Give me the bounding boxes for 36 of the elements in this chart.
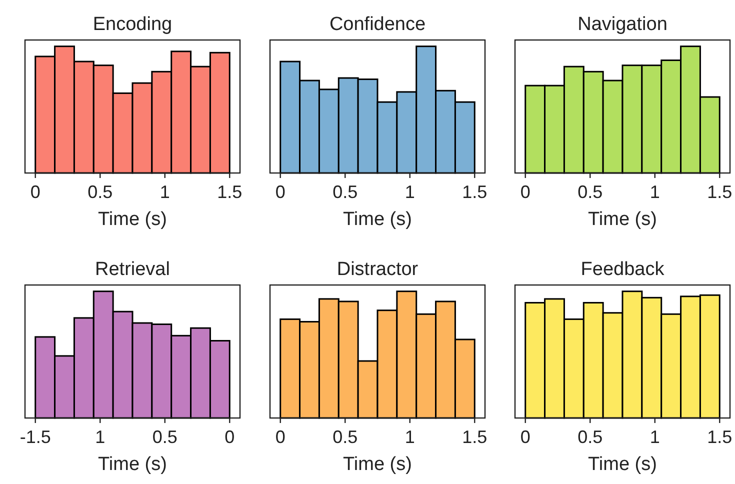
x-tick-label: 0	[30, 182, 40, 202]
x-tick-label: 1	[650, 182, 660, 202]
x-tick-label: 1	[95, 427, 106, 447]
x-tick-label: 1	[404, 427, 415, 447]
chart-title: Encoding	[92, 14, 172, 35]
x-tick-label: -1.5	[20, 427, 51, 447]
x-axis-title: Time (s)	[343, 454, 412, 475]
x-axis-title: Time (s)	[98, 209, 167, 230]
x-tick-label: 1	[650, 427, 660, 447]
x-tick-label: 1.5	[707, 182, 732, 202]
x-tick-label: 0.5	[578, 182, 603, 202]
x-tick-label: 1.5	[217, 182, 242, 202]
chart-title: Retrieval	[95, 259, 170, 280]
x-tick-label: 0	[520, 427, 530, 447]
x-tick-label: 1	[160, 182, 170, 202]
x-tick-label: 1.5	[707, 427, 732, 447]
chart-title: Distractor	[336, 259, 419, 280]
x-tick-label: 0.5	[332, 182, 358, 202]
x-axis-title: Time (s)	[343, 209, 412, 230]
x-tick-label: 1.5	[462, 427, 488, 447]
x-tick-label: 0	[275, 427, 286, 447]
x-tick-label: 0.5	[578, 427, 603, 447]
x-tick-label: 1	[404, 182, 415, 202]
x-axis-title: Time (s)	[588, 454, 657, 475]
chart-title: Confidence	[329, 14, 426, 35]
x-tick-label: 0	[275, 182, 286, 202]
x-tick-label: 0	[520, 182, 530, 202]
chart-title: Feedback	[580, 259, 665, 280]
x-tick-label: 0.5	[88, 182, 113, 202]
x-tick-label: 0.5	[332, 427, 358, 447]
x-tick-label: 0.5	[152, 427, 178, 447]
x-tick-label: 1.5	[462, 182, 488, 202]
chart-title: Navigation	[578, 14, 668, 35]
x-axis-title: Time (s)	[98, 454, 167, 475]
x-axis-title: Time (s)	[588, 209, 657, 230]
x-tick-label: 0	[224, 427, 235, 447]
